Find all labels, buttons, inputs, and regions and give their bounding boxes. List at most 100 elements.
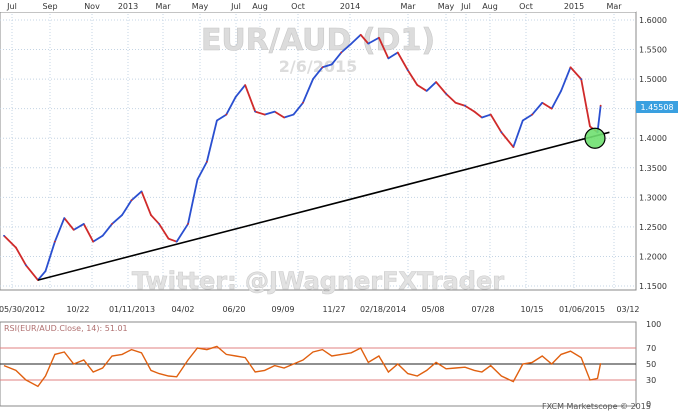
price-segment (37, 270, 47, 281)
y-tick-label: 1.6000 (639, 16, 667, 25)
bottom-axis-label: 10/22 (66, 305, 89, 314)
price-segment (225, 96, 237, 116)
price-segment (464, 104, 475, 113)
top-axis-label: Jul (230, 2, 241, 11)
price-point (254, 110, 257, 113)
rsi-tick-label: 70 (646, 344, 656, 353)
price-point (541, 101, 544, 104)
price-point (63, 217, 66, 219)
price-point (367, 42, 370, 45)
price-point (416, 84, 419, 86)
price-point (53, 240, 56, 243)
price-segment (340, 42, 352, 54)
price-segment (560, 66, 572, 92)
price-segment (150, 214, 160, 225)
price-segment (397, 52, 409, 71)
price-segment (25, 264, 39, 281)
price-point (387, 57, 390, 60)
price-point (234, 95, 237, 98)
price-point (454, 101, 457, 104)
price-segment (378, 37, 390, 59)
price-segment (481, 113, 492, 119)
top-axis-label: Oct (291, 2, 305, 11)
chart-subtitle: 2/6/2015 (279, 57, 357, 76)
price-segment (580, 78, 591, 127)
top-axis-label: 2015 (564, 2, 584, 11)
price-point (378, 36, 380, 39)
price-point (82, 223, 85, 225)
price-point (435, 81, 437, 83)
price-point (44, 270, 47, 273)
rsi-series (3, 345, 602, 388)
price-point (481, 116, 483, 119)
price-point (569, 66, 572, 69)
price-point (560, 90, 562, 92)
top-axis-label: Mar (400, 2, 416, 11)
footer-credit: FXCM Marketscope © 2015 (542, 402, 651, 411)
price-point (167, 237, 170, 240)
price-segment (512, 120, 524, 148)
price-point (273, 110, 276, 113)
price-segment (435, 81, 447, 95)
price-point (302, 101, 304, 104)
price-point (292, 113, 295, 116)
price-point (359, 33, 362, 36)
price-point (473, 110, 476, 113)
price-point (425, 90, 428, 92)
price-point (396, 51, 399, 54)
top-axis: Jul Sep Nov 2013 Mar May Jul Aug Oct 2014 Mar May Ju… (6, 2, 622, 11)
last-price-badge: 1.45508 (640, 103, 673, 112)
y-tick-label: 1.4000 (639, 134, 667, 143)
bottom-axis-label: 06/20 (222, 305, 245, 314)
y-tick-label: 1.5500 (639, 46, 667, 55)
price-segment (407, 69, 419, 86)
price-segment (264, 110, 275, 116)
bottom-axis-label: 07/28 (471, 305, 494, 314)
price-segment (73, 223, 85, 231)
price-point (580, 78, 583, 81)
price-segment (522, 113, 533, 122)
bottom-axis-label: 05/30/2012 (0, 305, 45, 314)
price-segment (158, 223, 170, 240)
price-point (15, 246, 17, 249)
price-segment (175, 223, 189, 243)
price-segment (550, 90, 562, 110)
y-axis: 1.60001.55001.50001.45001.40001.35001.30… (639, 16, 667, 291)
rsi-tick-label: 0 (646, 400, 651, 409)
price-segment (426, 81, 437, 92)
top-axis-label: Mar (606, 2, 622, 11)
bottom-axis-label: 04/02 (171, 305, 194, 314)
price-point (225, 113, 228, 116)
rsi-tick-label: 50 (646, 360, 656, 369)
top-axis-label: May (438, 2, 455, 11)
watermark-twitter: Twitter: @JWagnerFXTrader (132, 267, 504, 295)
price-point (283, 116, 286, 119)
price-segment (416, 84, 428, 92)
top-axis-strip (0, 0, 636, 12)
rsi-label: RSI(EUR/AUD.Close, 14): 51.01 (4, 324, 128, 333)
price-segment (168, 237, 178, 243)
top-axis-label: Aug (482, 2, 498, 11)
price-point (489, 113, 492, 116)
price-segment (216, 113, 227, 122)
price-segment (445, 93, 457, 104)
price-segment (130, 190, 143, 201)
top-axis-label: May (192, 2, 209, 11)
price-point (263, 113, 266, 116)
price-point (121, 214, 123, 216)
price-point (340, 51, 343, 54)
trendline (37, 131, 610, 281)
y-tick-label: 1.1500 (639, 282, 667, 291)
price-segment (350, 34, 362, 45)
top-axis-label: Sep (42, 2, 57, 11)
top-axis-label: 2013 (118, 2, 138, 11)
grid (0, 14, 636, 288)
price-point (330, 63, 333, 66)
top-axis-label: Oct (519, 2, 533, 11)
price-point (599, 104, 602, 107)
chart-title: EUR/AUD (D1) (201, 23, 435, 58)
price-segment (92, 234, 104, 243)
price-point (111, 223, 113, 225)
price-point (3, 234, 5, 237)
